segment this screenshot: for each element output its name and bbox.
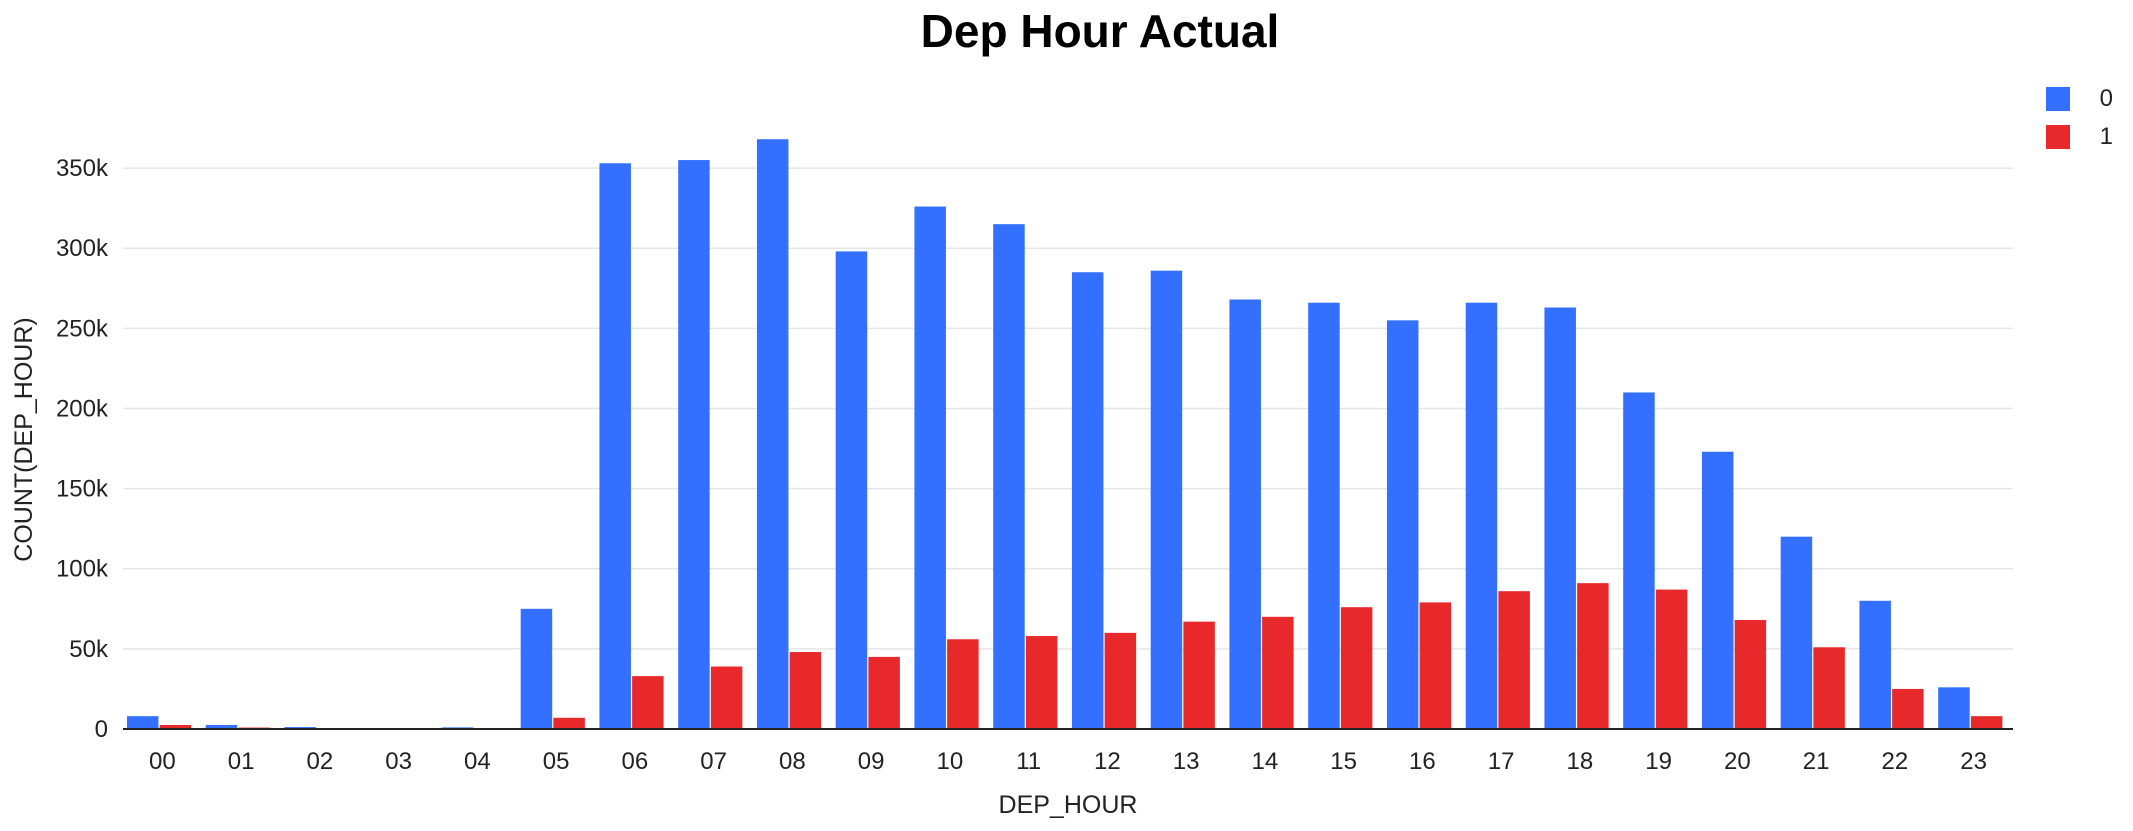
x-tick-label: 10 (937, 748, 964, 775)
x-tick-label: 02 (307, 748, 334, 775)
legend-item-series-0[interactable]: 0 (2045, 80, 2113, 118)
bar-series-1-00[interactable] (159, 724, 192, 729)
x-tick-label: 01 (228, 748, 255, 775)
bar-series-1-12[interactable] (1104, 632, 1137, 729)
bar-series-1-23[interactable] (1970, 716, 2003, 729)
legend-item-series-1[interactable]: 1 (2045, 118, 2113, 156)
bar-series-0-17[interactable] (1465, 302, 1498, 729)
legend-swatch (2045, 87, 2070, 111)
bar-series-0-16[interactable] (1386, 320, 1419, 729)
bar-series-0-00[interactable] (126, 716, 159, 729)
bar-series-0-09[interactable] (835, 251, 868, 730)
x-tick-label: 14 (1252, 748, 1279, 775)
x-tick-label: 21 (1803, 748, 1830, 775)
bar-series-0-01[interactable] (205, 724, 238, 729)
x-tick-label: 16 (1409, 748, 1436, 775)
bar-series-1-18[interactable] (1577, 583, 1609, 729)
x-tick-label: 04 (464, 748, 491, 775)
legend-label: 1 (2099, 123, 2113, 150)
y-tick-labels: 0 50k 100k 150k 200k 250k 300k 350k (56, 155, 109, 743)
bar-series-0-13[interactable] (1150, 270, 1183, 729)
y-tick-label: 250k (56, 315, 109, 342)
bar-series-0-20[interactable] (1701, 451, 1734, 729)
x-tick-label: 05 (543, 748, 570, 775)
x-tick-label: 13 (1173, 748, 1200, 775)
x-tick-label: 08 (779, 748, 806, 775)
bar-series-0-06[interactable] (599, 163, 631, 729)
legend-swatch (2045, 125, 2070, 149)
x-tick-label: 09 (858, 748, 885, 775)
bar-series-0-07[interactable] (678, 160, 710, 729)
bar-series-0-21[interactable] (1780, 536, 1813, 729)
x-tick-label: 22 (1882, 748, 1909, 775)
y-tick-label: 50k (69, 636, 109, 663)
y-tick-label: 100k (56, 556, 109, 583)
bar-series-1-07[interactable] (710, 666, 743, 729)
bar-series-0-08[interactable] (756, 139, 789, 730)
bar-series-0-10[interactable] (914, 206, 946, 729)
x-tick-label: 11 (1016, 748, 1041, 775)
bar-series-1-22[interactable] (1892, 688, 1924, 729)
chart-title: Dep Hour Actual (920, 5, 1280, 57)
x-tick-label: 19 (1645, 748, 1672, 775)
bar-series-0-15[interactable] (1308, 302, 1340, 729)
legend: 0 1 (2045, 80, 2113, 156)
bar-series-0-11[interactable] (993, 224, 1025, 729)
bar-series-1-21[interactable] (1813, 647, 1845, 729)
bar-series-0-05[interactable] (520, 608, 553, 729)
bar-series-1-05[interactable] (553, 717, 585, 729)
x-tick-labels: 00 01 02 03 04 05 06 07 08 09 10 11 12 13 14 15 16 17 18 19… (149, 748, 1987, 775)
y-tick-label: 0 (95, 716, 108, 743)
x-tick-label: 00 (149, 748, 176, 775)
x-tick-label: 06 (622, 748, 649, 775)
bar-series-0-12[interactable] (1071, 272, 1104, 729)
x-tick-label: 03 (385, 748, 412, 775)
gridlines (123, 167, 2013, 650)
x-tick-label: 07 (700, 748, 727, 775)
bar-series-0-14[interactable] (1229, 299, 1261, 729)
y-tick-label: 150k (56, 476, 109, 503)
bar-series-0-18[interactable] (1544, 307, 1576, 729)
y-tick-label: 300k (56, 235, 109, 262)
bar-series-1-10[interactable] (947, 639, 979, 729)
x-axis-label: DEP_HOUR (999, 791, 1138, 819)
x-tick-label: 20 (1724, 748, 1751, 775)
bar-series-0-19[interactable] (1623, 392, 1655, 729)
bar-series-0-23[interactable] (1938, 687, 1970, 729)
bar-series-1-08[interactable] (789, 652, 822, 729)
bar-series-1-14[interactable] (1262, 616, 1294, 729)
bar-series-1-17[interactable] (1498, 591, 1530, 729)
y-axis-label: COUNT(DEP_HOUR) (10, 317, 38, 561)
bars (126, 139, 2003, 730)
bar-series-1-06[interactable] (632, 676, 664, 729)
bar-series-1-13[interactable] (1183, 621, 1215, 729)
bar-series-1-16[interactable] (1419, 602, 1452, 729)
x-tick-label: 15 (1330, 748, 1357, 775)
x-tick-label: 12 (1094, 748, 1121, 775)
x-tick-label: 18 (1567, 748, 1594, 775)
bar-series-0-22[interactable] (1859, 600, 1891, 729)
bar-series-1-15[interactable] (1340, 607, 1373, 729)
y-tick-label: 350k (56, 155, 109, 182)
x-tick-label: 17 (1488, 748, 1515, 775)
bar-series-1-11[interactable] (1025, 636, 1058, 729)
bar-series-1-20[interactable] (1734, 620, 1767, 729)
bar-series-1-19[interactable] (1655, 589, 1688, 729)
x-tick-label: 23 (1960, 748, 1987, 775)
y-tick-label: 200k (56, 395, 109, 422)
legend-label: 0 (2099, 85, 2113, 112)
bar-series-1-09[interactable] (868, 656, 900, 729)
